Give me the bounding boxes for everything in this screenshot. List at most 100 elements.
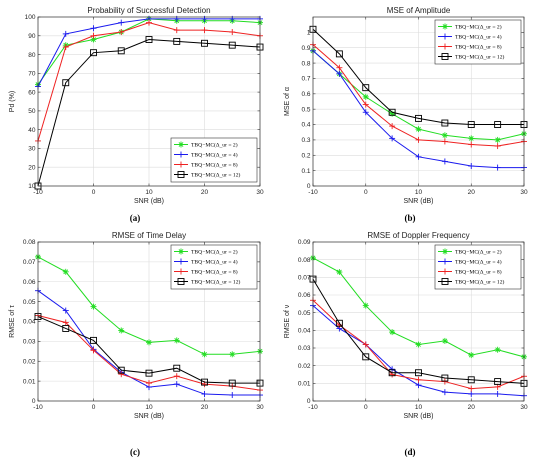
- marker-stroke: [389, 329, 395, 335]
- legend-label: TBQ−MC(Δ_ur = 2): [455, 249, 502, 256]
- legend-label: TBQ−MC(Δ_ur = 12): [455, 279, 505, 286]
- marker-plus: [62, 44, 69, 51]
- marker-stroke: [468, 352, 474, 358]
- marker-plus: [90, 25, 97, 32]
- legend-label: TBQ−MC(Δ_ur = 4): [191, 259, 238, 266]
- marker-plus: [362, 341, 369, 348]
- marker-plus: [146, 380, 152, 387]
- marker-plus: [494, 390, 501, 397]
- marker-square: [388, 369, 396, 377]
- marker-square: [494, 121, 502, 128]
- legend-label: TBQ−MC(Δ_ur = 4): [191, 152, 238, 159]
- marker-plus: [118, 29, 125, 36]
- marker-asterisk: [468, 352, 475, 359]
- marker-square: [177, 171, 185, 178]
- legend-label: TBQ−MC(Δ_ur = 2): [191, 249, 238, 256]
- marker-stroke: [118, 328, 124, 333]
- y-tick-label: 40: [28, 127, 36, 134]
- marker-plus: [389, 123, 396, 130]
- marker-square: [117, 47, 125, 55]
- marker-stroke: [363, 94, 369, 100]
- legend-label: TBQ−MC(Δ_ur = 2): [191, 142, 238, 149]
- marker-plus: [441, 389, 448, 396]
- marker-asterisk: [415, 341, 422, 348]
- marker-plus: [362, 109, 369, 116]
- legend-entry-3: TBQ−MC(Δ_ur = 12): [174, 171, 241, 179]
- y-tick-label: 0.02: [298, 363, 311, 370]
- x-tick-label: 0: [92, 189, 96, 196]
- y-tick-label: 0.8: [301, 60, 310, 67]
- y-tick-label: 20: [28, 164, 36, 171]
- marker-asterisk: [173, 337, 180, 344]
- chart-title: RMSE of Time Delay: [112, 231, 186, 240]
- legend-label: TBQ−MC(Δ_ur = 12): [191, 172, 241, 179]
- marker-square: [228, 379, 236, 387]
- series-2: [35, 312, 263, 394]
- marker-plus: [201, 27, 208, 34]
- marker-square: [362, 353, 370, 361]
- marker-plus: [494, 164, 501, 171]
- y-axis-label: MSE of α: [284, 87, 291, 116]
- y-tick-label: 0.04: [298, 328, 311, 335]
- marker-square: [415, 114, 422, 122]
- x-tick-label: 10: [415, 189, 423, 196]
- y-tick-label: 0.05: [23, 299, 36, 306]
- y-tick-label: 0.07: [23, 259, 36, 266]
- marker-plus: [441, 158, 448, 165]
- y-tick-label: 0.3: [301, 137, 310, 144]
- legend-label: TBQ−MC(Δ_ur = 4): [455, 259, 502, 266]
- marker-plus: [229, 392, 236, 399]
- legend-entry-0: TBQ−MC(Δ_ur = 2): [438, 248, 502, 256]
- marker-plus: [468, 385, 475, 392]
- marker-plus: [441, 138, 448, 145]
- marker-square: [90, 49, 97, 57]
- marker-plus: [468, 163, 475, 170]
- y-tick-label: 0.5: [301, 106, 310, 113]
- legend-entry-2: TBQ−MC(Δ_ur = 8): [438, 43, 502, 51]
- marker-stroke: [442, 132, 448, 138]
- marker-plus: [336, 64, 343, 71]
- legend: TBQ−MC(Δ_ur = 2) TBQ−MC(Δ_ur = 4) TBQ−MC(Δ…: [170, 244, 258, 290]
- marker-plus: [389, 135, 396, 142]
- marker-square: [441, 374, 449, 382]
- y-tick-label: 0.6: [301, 91, 310, 98]
- marker-square: [90, 336, 97, 344]
- chart-title: RMSE of Doppler Frequency: [367, 231, 469, 240]
- x-axis-label: SNR (dB): [404, 198, 434, 205]
- marker-plus: [415, 376, 422, 383]
- legend-label: TBQ−MC(Δ_ur = 8): [191, 269, 238, 276]
- marker-stroke: [363, 303, 369, 309]
- y-tick-label: 100: [25, 14, 36, 21]
- marker-plus: [389, 366, 396, 373]
- legend-entry-3: TBQ−MC(Δ_ur = 12): [438, 53, 505, 61]
- chart-title: MSE of Amplitude: [387, 6, 451, 15]
- y-tick-label: 0.03: [298, 345, 311, 352]
- marker-square: [201, 378, 208, 386]
- legend: TBQ−MC(Δ_ur = 2) TBQ−MC(Δ_ur = 4) TBQ−MC(Δ…: [434, 19, 522, 65]
- axes-box: [37, 241, 261, 402]
- legend: TBQ−MC(Δ_ur = 2) TBQ−MC(Δ_ur = 4) TBQ−MC(Δ…: [434, 244, 522, 290]
- y-tick-label: 10: [28, 183, 36, 190]
- y-tick-label: 0: [32, 398, 36, 405]
- marker-plus: [336, 70, 343, 77]
- y-tick-label: 50: [28, 108, 36, 115]
- marker-square: [177, 278, 185, 285]
- y-tick-label: 30: [28, 146, 36, 153]
- y-tick-label: 0.08: [23, 239, 36, 246]
- y-axis-label: Pd (%): [9, 91, 16, 112]
- marker-plus: [442, 258, 448, 265]
- y-tick-label: 0: [307, 183, 311, 190]
- legend-label: TBQ−MC(Δ_ur = 12): [191, 279, 241, 286]
- y-tick-label: 70: [28, 71, 36, 78]
- marker-stroke: [495, 347, 501, 353]
- y-tick-label: 0.07: [298, 275, 311, 282]
- marker-asterisk: [442, 23, 448, 30]
- x-axis-label: SNR (dB): [404, 413, 434, 420]
- series-0: [310, 254, 527, 360]
- marker-stroke: [442, 24, 448, 29]
- x-tick-label: 30: [256, 404, 264, 411]
- y-tick-label: 1: [307, 30, 311, 37]
- marker-stroke: [416, 126, 421, 132]
- chart-panel-3: -10 0 10 20 3000.010.020.030.040.050.060.070…: [284, 231, 528, 457]
- x-tick-label: -10: [33, 404, 43, 411]
